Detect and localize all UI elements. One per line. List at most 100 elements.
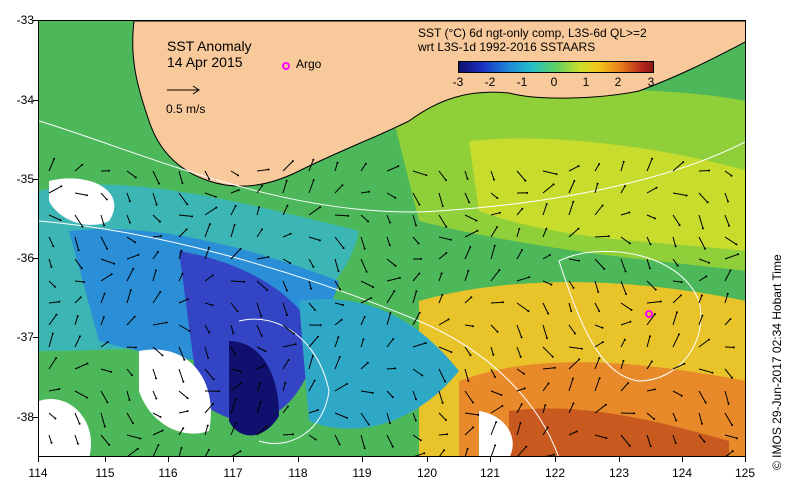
current-vector-arrow	[724, 368, 733, 379]
argo-legend-label: Argo	[296, 57, 322, 71]
current-vector-arrow	[100, 390, 108, 403]
current-vector-arrow	[360, 297, 372, 304]
current-vector-head	[624, 185, 626, 187]
current-vector-head	[81, 225, 84, 228]
current-vector-head	[415, 290, 418, 293]
current-vector-arrow	[100, 293, 106, 304]
current-vector-head	[630, 308, 633, 311]
current-vector-arrow	[464, 412, 479, 416]
current-vector-head	[208, 223, 211, 226]
current-vector-head	[313, 379, 316, 382]
current-vector-arrow	[360, 434, 366, 449]
current-vector-head	[232, 332, 235, 335]
lon-tick-label: 114	[28, 466, 48, 480]
lon-tick-mark	[233, 456, 234, 462]
current-vector-head	[524, 179, 527, 182]
current-vector-arrow	[204, 223, 211, 238]
current-vector-arrow	[646, 388, 655, 392]
current-vector-arrow	[256, 207, 260, 216]
current-vector-arrow	[542, 324, 548, 339]
current-vector-arrow	[594, 377, 601, 392]
current-vector-arrow	[490, 346, 494, 355]
current-vector-head	[651, 157, 654, 160]
current-vector-arrow	[204, 247, 210, 260]
current-vector-head	[389, 312, 392, 314]
current-vector-arrow	[282, 324, 295, 335]
current-vector-head	[577, 227, 580, 230]
current-vector-arrow	[594, 205, 603, 216]
current-vector-arrow	[620, 236, 631, 244]
current-vector-head	[312, 158, 315, 161]
current-vector-arrow	[308, 336, 319, 348]
current-vector-arrow	[490, 421, 497, 436]
current-vector-head	[157, 250, 159, 253]
current-vector-head	[55, 313, 58, 316]
lon-tick-label: 124	[671, 466, 693, 480]
current-vector-arrow	[490, 212, 500, 216]
current-vector-arrow	[230, 205, 237, 216]
current-vector-head	[286, 314, 289, 317]
current-vector-head	[342, 304, 344, 306]
current-vector-head	[450, 351, 453, 354]
current-vector-arrow	[439, 449, 445, 456]
current-vector-arrow	[542, 228, 547, 238]
current-vector-head	[425, 174, 428, 177]
current-vector-head	[339, 288, 342, 291]
current-vector-arrow	[282, 359, 289, 370]
current-vector-arrow	[464, 192, 470, 203]
current-vector-arrow	[178, 229, 188, 238]
current-vector-arrow	[594, 183, 599, 194]
current-vector-arrow	[230, 189, 239, 194]
current-vector-head	[547, 382, 550, 385]
current-vector-arrow	[126, 390, 130, 401]
current-vector-head	[676, 264, 679, 267]
current-vector-arrow	[724, 293, 729, 304]
map-date: 14 Apr 2015	[167, 54, 243, 70]
current-vector-head	[444, 419, 447, 421]
current-vector-arrow	[516, 170, 526, 181]
current-vector-arrow	[724, 270, 731, 282]
current-vector-arrow	[516, 324, 522, 338]
current-vector-head	[285, 179, 288, 182]
current-vector-head	[421, 374, 424, 377]
lon-tick-mark	[490, 456, 491, 462]
current-vector-arrow	[308, 236, 321, 241]
colorbar-subtitle: wrt L3S-1d 1992-2016 SSTAARS	[418, 40, 596, 54]
current-vector-head	[365, 270, 368, 273]
current-vector-head	[215, 206, 218, 209]
current-vector-head	[417, 242, 420, 245]
current-vector-arrow	[152, 214, 161, 222]
current-vector-arrow	[74, 192, 87, 196]
lon-tick-label: 120	[416, 466, 438, 480]
current-vector-arrow	[256, 185, 263, 194]
current-vector-head	[337, 270, 340, 273]
sst-contour-line	[39, 220, 559, 456]
current-vector-arrow	[152, 390, 157, 399]
current-vector-head	[520, 336, 523, 339]
lat-tick-label: -36	[16, 251, 34, 265]
current-vector-head	[571, 377, 574, 380]
current-vector-arrow	[178, 368, 184, 382]
current-vector-arrow	[126, 316, 136, 326]
current-vector-arrow	[152, 412, 161, 418]
current-vector-arrow	[308, 179, 315, 194]
current-vector-head	[527, 310, 530, 313]
current-vector-head	[445, 225, 448, 228]
current-vector-arrow	[698, 170, 710, 172]
current-vector-arrow	[74, 390, 88, 399]
current-vector-head	[477, 413, 480, 416]
current-vector-arrow	[334, 162, 338, 172]
sst-contour-line	[39, 120, 745, 213]
current-vector-arrow	[100, 214, 105, 226]
current-vector-head	[498, 211, 501, 214]
current-vector-arrow	[48, 434, 52, 443]
current-vector-head	[105, 198, 108, 201]
current-vector-head	[449, 238, 452, 241]
current-vector-head	[261, 228, 263, 231]
current-vector-arrow	[438, 214, 447, 228]
colorbar-tick: 2	[614, 75, 622, 89]
current-vector-arrow	[412, 273, 420, 282]
current-vector-head	[729, 318, 732, 321]
current-vector-arrow	[646, 280, 657, 290]
current-vector-head	[394, 264, 397, 267]
